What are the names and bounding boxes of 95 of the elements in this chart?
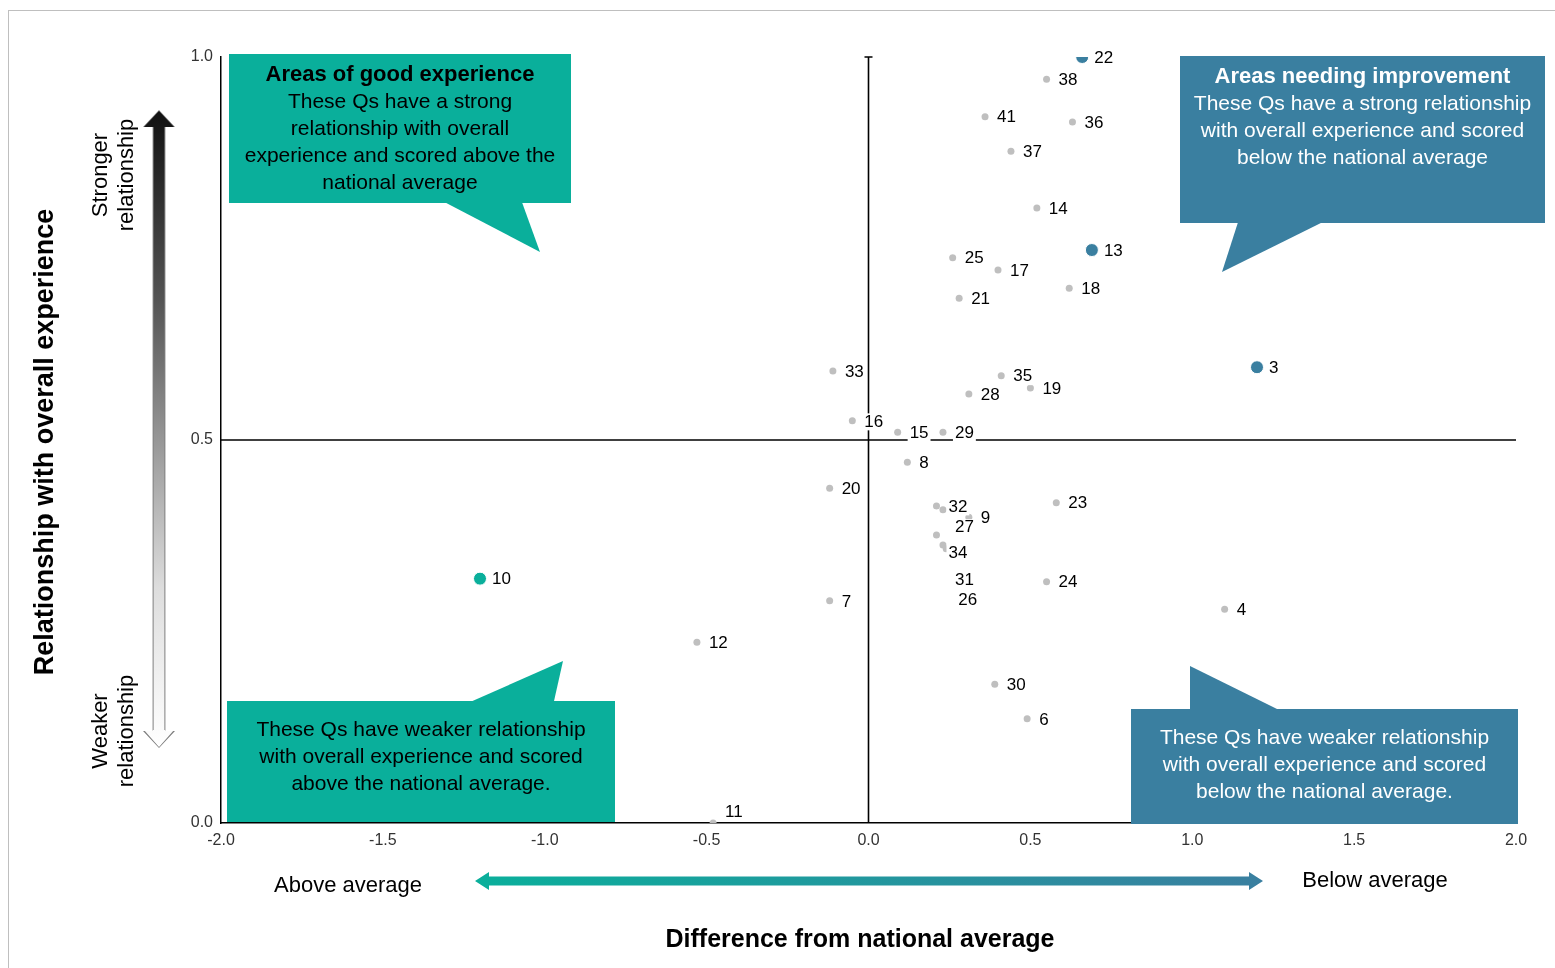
- point: [1026, 384, 1034, 392]
- annotation: Areas of good experience: [264, 60, 536, 87]
- annotation: 15: [909, 423, 929, 443]
- annotation: 6: [1039, 709, 1049, 729]
- point: [826, 484, 834, 492]
- annotation: 11: [725, 802, 743, 822]
- annotation: 22: [1094, 47, 1114, 67]
- x-tick-label: -1.5: [369, 831, 397, 849]
- annotation: 3: [1269, 357, 1279, 377]
- annotation: 4: [1236, 599, 1247, 619]
- point: [473, 571, 487, 586]
- speech-bubble: Areas needing improvement These Qs have a strong relationship with overall experience and scored below the national average: [1180, 56, 1545, 274]
- annotation: 31: [954, 569, 974, 589]
- point: [903, 458, 911, 466]
- annotation: 32: [948, 496, 968, 516]
- annotation: 33: [844, 361, 864, 381]
- annotation: 7: [841, 591, 852, 611]
- annotation: These Qs have a strong relationship with overall experience and scored below the national average: [1192, 90, 1533, 170]
- point: [997, 372, 1005, 380]
- annotation: 19: [1042, 378, 1062, 398]
- annotation: 9: [980, 508, 991, 528]
- point: [1023, 715, 1031, 723]
- y-tick-label: 1.0: [190, 47, 214, 65]
- x-tick-label: -1.0: [530, 831, 559, 849]
- point: [949, 254, 957, 262]
- point: [932, 531, 940, 539]
- point: [693, 638, 701, 646]
- annotation: 38: [1058, 69, 1078, 89]
- point: [894, 428, 902, 436]
- annotation: 16: [864, 411, 884, 431]
- annotation: 35: [1013, 366, 1033, 386]
- point: [829, 367, 837, 375]
- point: [1250, 360, 1264, 375]
- annotation: 30: [1006, 675, 1026, 695]
- annotation: 21: [971, 288, 991, 308]
- point: [1043, 578, 1051, 586]
- point: [1065, 284, 1073, 292]
- x-axis-title: Difference from national average: [665, 923, 1055, 953]
- speech-bubble: These Qs have weaker relationship with overall experience and scored above the national average.: [227, 660, 615, 822]
- annotation: 8: [919, 452, 929, 472]
- annotation: 10: [492, 569, 511, 589]
- speech-bubble: These Qs have weaker relationship with overall experience and scored below the national average.: [1131, 666, 1518, 824]
- annotation: 23: [1068, 493, 1088, 513]
- annotation: These Qs have weaker relationship with overall experience and scored below the national average.: [1158, 724, 1491, 804]
- annotation: 25: [964, 248, 984, 268]
- x-tick-label: 1.0: [1181, 831, 1204, 849]
- point: [939, 428, 947, 436]
- annotation: 13: [1103, 240, 1123, 260]
- text: Stronger relationship: [87, 117, 139, 234]
- point: [939, 506, 947, 514]
- y-tick-label: 0.0: [190, 813, 214, 831]
- point: [1043, 75, 1051, 83]
- annotation: Areas needing improvement: [1213, 62, 1512, 89]
- annotation: 36: [1084, 112, 1104, 132]
- annotation: 27: [954, 517, 974, 537]
- annotation: 29: [954, 423, 974, 443]
- annotation: 28: [980, 384, 1000, 404]
- text: Above average: [274, 872, 422, 898]
- annotation: These Qs have a strong relationship with overall experience and scored above the national average: [243, 88, 557, 195]
- x-tick-label: -0.5: [692, 831, 721, 849]
- annotation: These Qs have weaker relationship with overall experience and scored above the national average.: [255, 716, 587, 796]
- annotation: 20: [841, 478, 861, 498]
- point: [1084, 243, 1099, 258]
- annotation: 18: [1081, 279, 1101, 299]
- annotation: 12: [708, 632, 728, 652]
- annotation: 26: [958, 590, 978, 610]
- point: [1052, 499, 1060, 507]
- point: [1007, 147, 1015, 155]
- point: [1221, 605, 1229, 613]
- annotation: 14: [1048, 198, 1068, 218]
- text: Weaker relationship: [87, 673, 139, 790]
- x-tick-label: 0.0: [857, 831, 880, 849]
- x-tick-label: -2.0: [207, 831, 235, 849]
- speech-bubble: Areas of good experience These Qs have a strong relationship with overall experience and scored above the national average: [229, 54, 571, 254]
- annotation: 37: [1022, 141, 1042, 161]
- point: [965, 390, 973, 398]
- point: [981, 113, 989, 121]
- annotation: 17: [1010, 260, 1029, 280]
- annotation: 24: [1058, 572, 1078, 592]
- annotation: 34: [948, 542, 968, 562]
- point: [848, 417, 856, 425]
- point: [1068, 118, 1076, 126]
- x-tick-label: 0.5: [1019, 831, 1042, 849]
- point: [932, 502, 940, 510]
- point: [826, 597, 834, 605]
- point: [991, 680, 999, 688]
- y-tick-label: 0.5: [190, 430, 214, 448]
- x-tick-label: 2.0: [1504, 831, 1528, 849]
- point: [955, 294, 963, 302]
- point: [994, 266, 1002, 274]
- x-tick-label: 1.5: [1343, 831, 1366, 849]
- point: [1033, 204, 1041, 212]
- annotation: 41: [997, 107, 1016, 127]
- y-axis-title: Relationship with overall experience: [28, 208, 60, 676]
- text: Below average: [1302, 867, 1448, 893]
